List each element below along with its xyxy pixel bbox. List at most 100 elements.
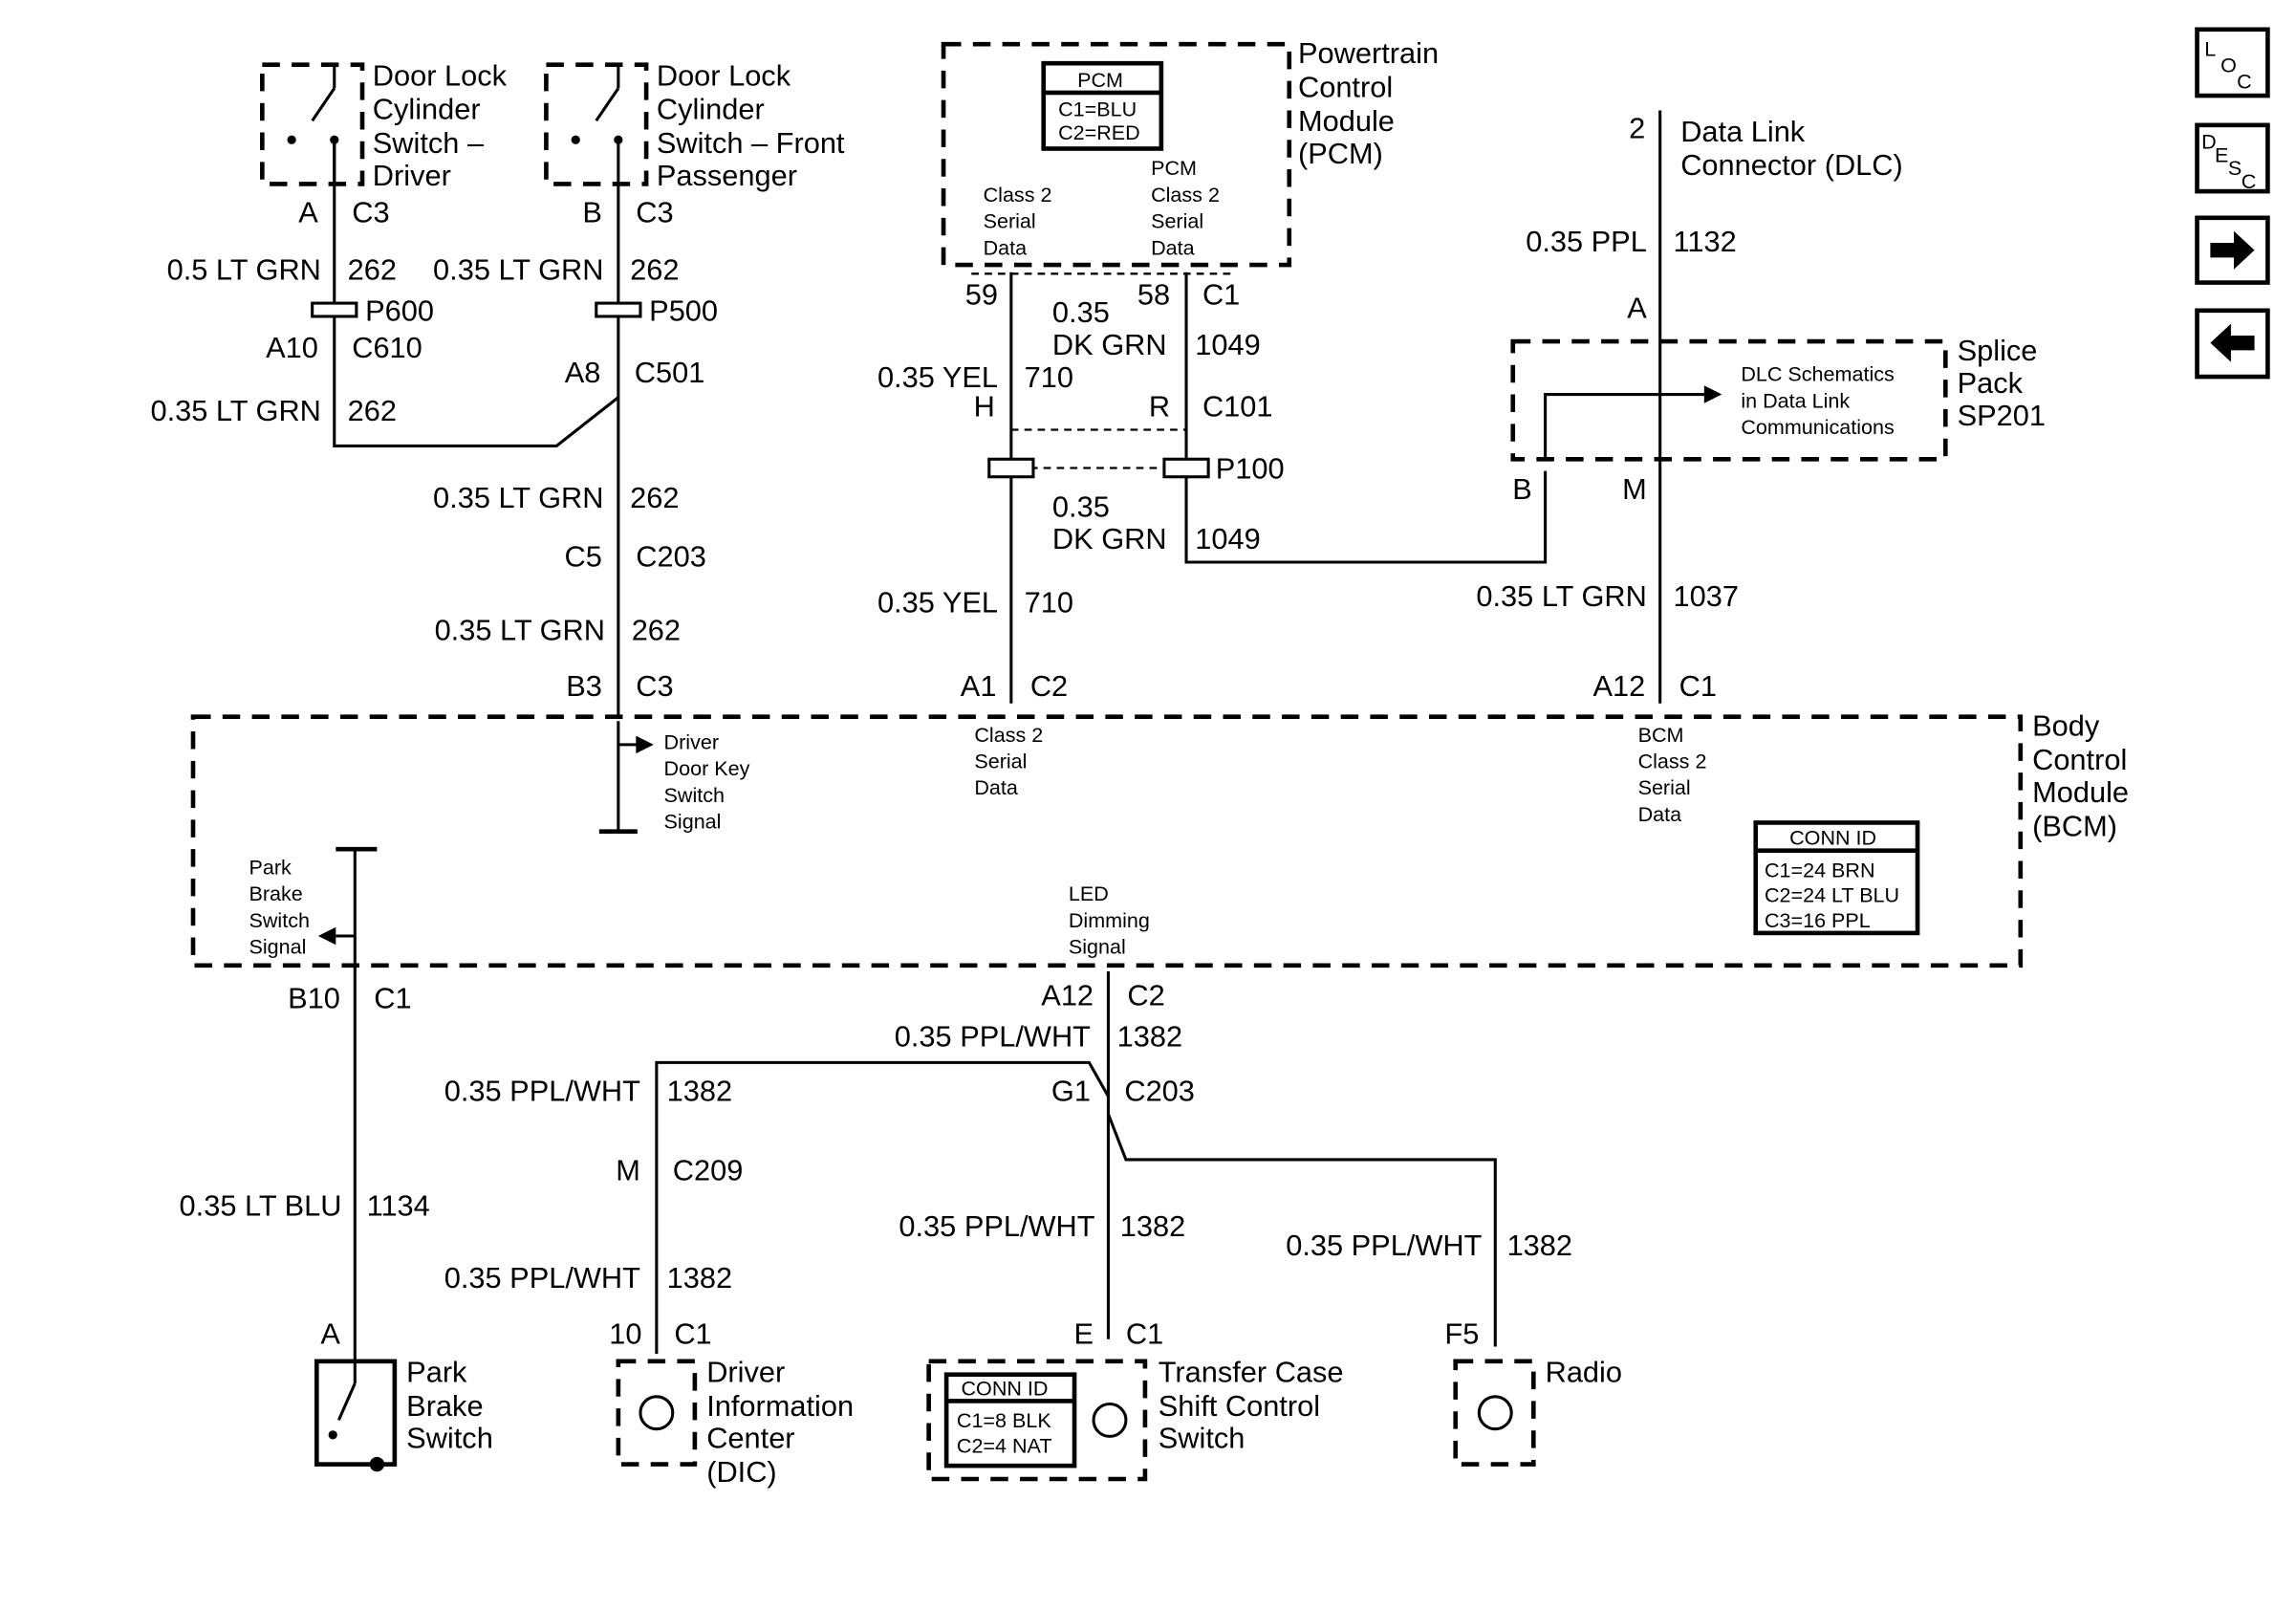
pin-label: 2 — [1629, 112, 1645, 145]
circuit-label: 1382 — [667, 1074, 732, 1107]
label: C2=4 NAT — [957, 1433, 1052, 1457]
connector-label: C1 — [1202, 278, 1240, 312]
label: C — [2242, 169, 2257, 193]
label: Brake — [406, 1389, 483, 1423]
wire-label: DK GRN — [1052, 522, 1167, 555]
label: (PCM) — [1298, 137, 1383, 170]
label: Cylinder — [657, 93, 765, 126]
label: Control — [1298, 71, 1393, 104]
label: Driver — [706, 1355, 785, 1388]
connector-label: C501 — [635, 356, 705, 389]
label: Information — [706, 1389, 854, 1423]
wire-label: 0.35 PPL/WHT — [444, 1074, 640, 1107]
pcm-conn-c2: C2=RED — [1058, 120, 1140, 144]
label: Center — [706, 1422, 794, 1455]
wire-labels: A C3 B C3 0.5 LT GRN 262 0.35 LT GRN 262… — [151, 112, 1739, 1351]
connector-label: C610 — [352, 331, 422, 364]
prev-button[interactable] — [2195, 308, 2270, 380]
wire-label: 0.35 — [1052, 295, 1110, 329]
label: in Data Link — [1741, 388, 1850, 412]
label: Switch – — [373, 126, 485, 160]
label: Communications — [1741, 415, 1894, 439]
pin-label: A — [320, 1316, 340, 1350]
connector-label: C1 — [1679, 669, 1717, 703]
connector-label: C3 — [352, 195, 389, 228]
next-button[interactable] — [2195, 215, 2270, 285]
label: BCM — [1638, 723, 1684, 747]
pin-label: B — [582, 195, 602, 228]
pin-label: 58 — [1137, 278, 1170, 312]
label: Door Lock — [657, 58, 791, 92]
connector-label: C3 — [636, 195, 673, 228]
pcm-conn-title: PCM — [1077, 68, 1123, 92]
label: DLC Schematics — [1741, 362, 1894, 386]
wire-label: 0.35 LT GRN — [1476, 579, 1646, 613]
label: Class 2 — [1638, 750, 1707, 773]
label: Radio — [1546, 1355, 1622, 1388]
desc-button[interactable]: D E S C — [2195, 122, 2270, 194]
circuit-label: 1382 — [1507, 1229, 1572, 1262]
circuit-label: 1049 — [1195, 522, 1260, 555]
dic: Driver Information Center (DIC) — [616, 1355, 854, 1489]
wire-label: 0.35 PPL/WHT — [444, 1261, 640, 1295]
connector-label: C101 — [1202, 390, 1273, 424]
label: C — [2237, 69, 2252, 93]
pin-label: A8 — [565, 356, 601, 389]
circuit-label: 262 — [348, 394, 397, 427]
label: C3=16 PPL — [1765, 908, 1871, 932]
wire-label: 0.35 PPL/WHT — [899, 1209, 1094, 1243]
label: Class 2 — [984, 183, 1052, 207]
label: E — [2215, 142, 2228, 166]
connector-label: C1 — [374, 981, 411, 1014]
label: Switch – Front — [657, 126, 845, 160]
arrow-right-icon — [2210, 230, 2255, 270]
label: Data — [1638, 802, 1682, 826]
label: Door Lock — [373, 58, 508, 92]
label: Passenger — [657, 159, 797, 192]
arrow-left-icon — [2210, 323, 2255, 362]
label: Brake — [249, 881, 302, 905]
label: Switch — [664, 783, 725, 807]
connector-label: C203 — [1124, 1074, 1195, 1107]
pcm-module: PCM C1=BLU C2=RED Class 2 Serial Data PC… — [941, 36, 1439, 268]
wire-label: 0.5 LT GRN — [167, 252, 321, 286]
label: Signal — [249, 934, 306, 958]
label: Park — [406, 1355, 467, 1388]
pin-label: G1 — [1051, 1074, 1091, 1107]
label: C1=8 BLK — [957, 1408, 1051, 1432]
label: Serial — [984, 209, 1036, 233]
loc-button[interactable]: L O C — [2195, 27, 2270, 98]
circuit-label: 1037 — [1674, 579, 1739, 613]
label: Module — [2032, 775, 2129, 809]
label: Class 2 — [1151, 183, 1220, 207]
door-lock-switch-driver: Door Lock Cylinder Switch – Driver — [260, 58, 508, 192]
connector-label: C1 — [1126, 1316, 1163, 1350]
pin-label: A1 — [961, 669, 997, 703]
pin-label: M — [1622, 472, 1647, 506]
circuit-label: 1382 — [1120, 1209, 1185, 1243]
wire-label: 0.35 PPL/WHT — [895, 1019, 1091, 1053]
wire-label: 0.35 — [1052, 490, 1110, 523]
connector-label: C2 — [1030, 669, 1068, 703]
circuit-label: 1132 — [1674, 225, 1737, 258]
label: Driver — [373, 159, 451, 192]
pin-label: H — [974, 390, 995, 424]
label: Signal — [1069, 934, 1126, 958]
label: Data — [984, 235, 1028, 259]
door-lock-switch-passenger: Door Lock Cylinder Switch – Front Passen… — [544, 58, 845, 192]
label: O — [2220, 53, 2237, 76]
label: Shift Control — [1159, 1389, 1320, 1423]
bcm-module: Body Control Module (BCM) CONN ID C1=24 … — [190, 709, 2129, 968]
label: L — [2204, 36, 2216, 60]
wire-label: 0.35 LT GRN — [151, 394, 321, 427]
label: LED — [1069, 881, 1109, 905]
label: SP201 — [1958, 399, 2046, 432]
splice-label: P500 — [649, 294, 718, 328]
wire-label: 0.35 LT GRN — [435, 614, 605, 647]
splice-label: P100 — [1216, 451, 1285, 485]
label: Switch — [1159, 1422, 1245, 1455]
wire-label: 0.35 LT BLU — [180, 1188, 342, 1222]
label: S — [2228, 156, 2242, 180]
label: Splice — [1958, 334, 2038, 367]
circuit-label: 262 — [348, 252, 397, 286]
